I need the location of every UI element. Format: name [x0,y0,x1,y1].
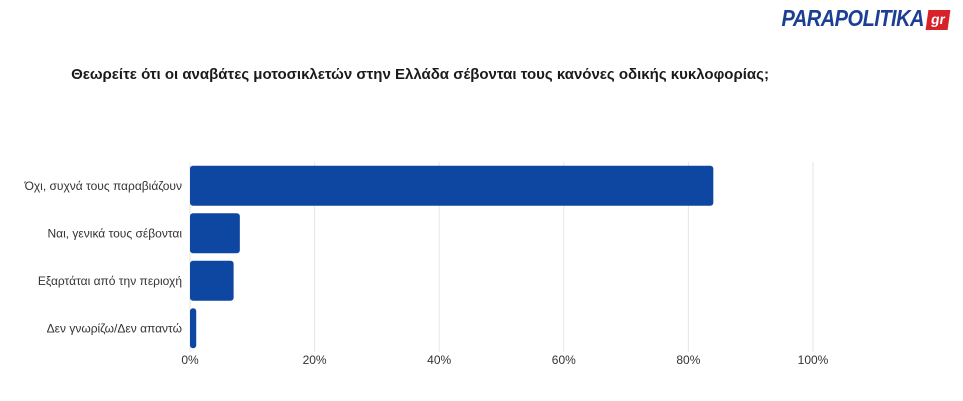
category-label: Εξαρτάται από την περιοχή [38,274,182,288]
brand-name: PARAPOLITIKA [781,6,924,32]
category-labels: Όχι, συχνά τους παραβιάζουν Ναι, γενικά τ… [24,179,183,336]
brand-logo: PARAPOLITIKA gr [781,6,951,32]
category-label: Όχι, συχνά τους παραβιάζουν [24,179,182,193]
bar [190,165,714,206]
x-tick-label: 80% [676,353,700,367]
x-tick-label: 100% [798,353,829,367]
bar [190,213,240,254]
x-tick-label: 60% [552,353,576,367]
chart-title: Θεωρείτε ότι οι αναβάτες μοτοσικλετών στ… [71,66,769,83]
bar [190,260,234,301]
bars [190,165,714,349]
bar [190,308,197,349]
x-tick-label: 40% [427,353,451,367]
x-tick-label: 0% [181,353,199,367]
x-tick-label: 20% [303,353,327,367]
category-label: Ναι, γενικά τους σέβονται [47,226,182,240]
x-axis-ticks: 0% 20% 40% 60% 80% 100% [181,353,828,367]
category-label: Δεν γνωρίζω/Δεν απαντώ [47,321,182,335]
